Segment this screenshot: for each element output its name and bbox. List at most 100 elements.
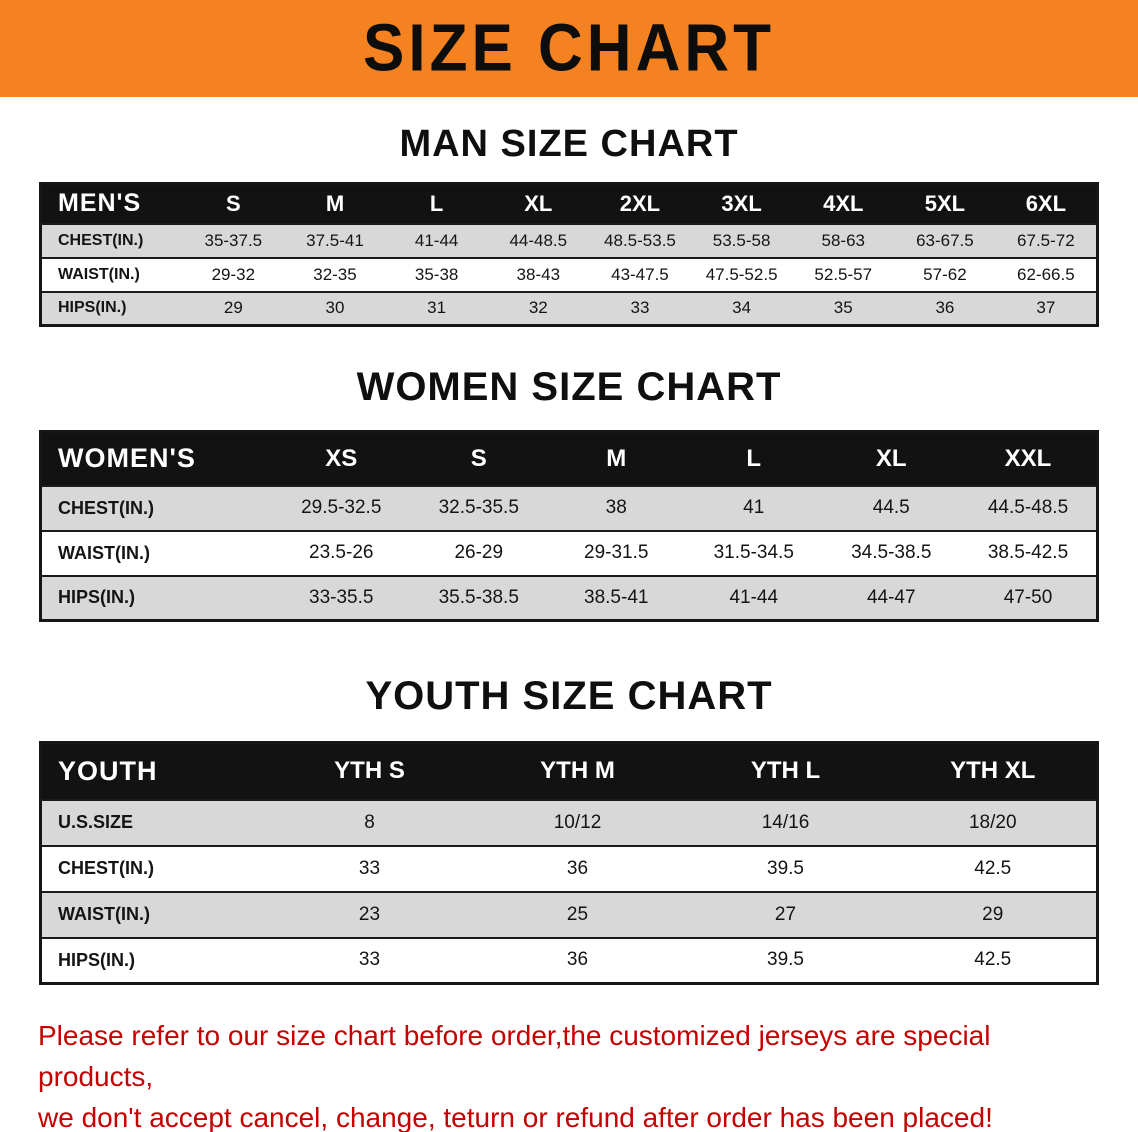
size-value-cell: 44.5-48.5 [987, 497, 1069, 518]
size-value-cell: 38.5-41 [584, 586, 649, 608]
table-row: HIPS(IN.) 29 30 31 32 33 34 35 36 37 [40, 291, 1098, 326]
table-header-row: YOUTH YTH S YTH M YTH L YTH XL [40, 742, 1098, 800]
size-column-header: L [685, 431, 823, 486]
youth-table-title-cell: YOUTH [40, 742, 266, 800]
banner: SIZE CHART [0, 0, 1138, 97]
size-column-header: 6XL [995, 183, 1098, 224]
row-label-cell: HIPS(IN.) [58, 949, 136, 970]
size-value-cell: 62-66.5 [1017, 264, 1075, 284]
men-table-head: MEN'S S M L XL 2XL 3XL 4XL 5XL 6XL [40, 183, 1098, 224]
size-value-cell: 58-63 [821, 230, 865, 250]
table-row: WAIST(IN.) 23.5-26 26-29 29-31.5 31.5-34.5 34… [40, 530, 1098, 576]
size-value-cell: 44-48.5 [509, 230, 568, 250]
size-value-cell: 35-37.5 [204, 230, 263, 250]
men-table-body: CHEST(IN.) 35-37.5 37.5-41 41-44 44-48.5 48.5… [40, 223, 1098, 326]
size-value-cell: 38 [605, 497, 627, 518]
size-value-cell: 36 [566, 857, 589, 879]
size-value-cell: 33 [358, 857, 381, 879]
size-value-cell: 32.5-35.5 [438, 497, 519, 518]
size-value-cell: 37 [1036, 298, 1056, 318]
row-label-cell: HIPS(IN.) [58, 587, 136, 608]
size-column-header: XS [272, 431, 410, 486]
women-table-head: WOMEN'S XS S M L XL XXL [40, 431, 1098, 486]
row-label-cell: CHEST(IN.) [58, 231, 144, 249]
table-row: CHEST(IN.) 29.5-32.5 32.5-35.5 38 41 44.5 44.5… [40, 485, 1098, 531]
size-value-cell: 31.5-34.5 [713, 542, 794, 563]
women-size-chart-section: WOMEN SIZE CHART WOMEN'S XS S M L XL XXL CHEST… [0, 365, 1138, 622]
page-title: SIZE CHART [363, 11, 775, 86]
women-size-table: WOMEN'S XS S M L XL XXL CHEST(IN.) 29.5-32.5 32.… [39, 430, 1099, 622]
size-value-cell: 37.5-41 [306, 230, 364, 250]
row-label-cell: HIPS(IN.) [58, 299, 127, 317]
size-value-cell: 33 [630, 298, 650, 318]
size-column-header: M [547, 431, 685, 486]
youth-size-chart-section: YOUTH SIZE CHART YOUTH YTH S YTH M YTH L YTH… [0, 674, 1138, 985]
size-value-cell: 33 [358, 949, 381, 971]
size-value-cell: 10/12 [553, 811, 602, 833]
row-label-cell: CHEST(IN.) [58, 858, 154, 878]
size-column-header: S [182, 183, 285, 224]
size-value-cell: 25 [566, 903, 589, 925]
footer-note: Please refer to our size chart before or… [0, 1015, 1138, 1132]
size-value-cell: 48.5-53.5 [604, 230, 676, 250]
size-value-cell: 29 [982, 903, 1004, 925]
men-size-table: MEN'S S M L XL 2XL 3XL 4XL 5XL 6XL CHEST(IN.) 35-3… [39, 182, 1099, 327]
size-value-cell: 44.5 [872, 497, 910, 518]
row-label-cell: WAIST(IN.) [58, 265, 140, 283]
size-value-cell: 52.5-57 [814, 264, 873, 284]
table-row: WAIST(IN.) 29-32 32-35 35-38 38-43 43-47.5 47.… [40, 257, 1098, 292]
size-column-header: 2XL [589, 183, 691, 224]
size-value-cell: 39.5 [767, 857, 804, 879]
table-row: HIPS(IN.) 33-35.5 35.5-38.5 38.5-41 41-44 44-… [40, 575, 1098, 621]
size-column-header: L [385, 183, 488, 224]
size-value-cell: 53.5-58 [712, 230, 771, 250]
youth-table-head: YOUTH YTH S YTH M YTH L YTH XL [40, 742, 1098, 800]
size-value-cell: 38.5-42.5 [987, 542, 1069, 563]
table-row: HIPS(IN.) 33 36 39.5 42.5 [40, 937, 1098, 984]
men-chart-heading: MAN SIZE CHART [399, 123, 739, 165]
size-value-cell: 27 [774, 903, 797, 925]
size-value-cell: 18/20 [968, 811, 1017, 833]
size-value-cell: 26-29 [454, 542, 504, 563]
size-column-header: YTH M [473, 742, 682, 800]
size-value-cell: 35 [833, 298, 853, 318]
women-table-body: CHEST(IN.) 29.5-32.5 32.5-35.5 38 41 44.5 44.5… [40, 485, 1098, 621]
footer-note-line2: we don't accept cancel, change, teturn o… [38, 1102, 993, 1132]
size-column-header: M [284, 183, 386, 224]
men-table-title-cell: MEN'S [40, 183, 183, 224]
size-value-cell: 8 [364, 811, 375, 833]
row-label-cell: CHEST(IN.) [58, 497, 154, 518]
size-value-cell: 23 [358, 903, 381, 925]
size-value-cell: 34 [732, 298, 752, 318]
youth-size-table: YOUTH YTH S YTH M YTH L YTH XL U.S.SIZE 8 10/1… [39, 741, 1099, 985]
size-value-cell: 35.5-38.5 [438, 586, 519, 608]
size-value-cell: 38-43 [516, 264, 561, 284]
size-value-cell: 36 [566, 949, 589, 971]
youth-chart-heading: YOUTH SIZE CHART [365, 674, 773, 718]
size-value-cell: 36 [935, 298, 955, 318]
size-value-cell: 41-44 [729, 586, 779, 608]
size-value-cell: 42.5 [974, 857, 1012, 879]
size-column-header: XL [822, 431, 960, 486]
size-column-header: 3XL [690, 183, 793, 224]
size-value-cell: 32 [528, 298, 548, 318]
table-header-row: MEN'S S M L XL 2XL 3XL 4XL 5XL 6XL [40, 183, 1098, 224]
size-value-cell: 47-50 [1003, 586, 1053, 608]
youth-table-body: U.S.SIZE 8 10/12 14/16 18/20 CHEST(IN.) 33 36 39… [40, 799, 1098, 984]
size-value-cell: 57-62 [923, 264, 967, 284]
row-label-cell: U.S.SIZE [58, 812, 134, 832]
size-value-cell: 29 [223, 298, 243, 318]
size-value-cell: 41-44 [414, 230, 459, 250]
size-value-cell: 30 [325, 298, 345, 318]
size-value-cell: 67.5-72 [1017, 230, 1075, 250]
size-column-header: S [410, 431, 548, 486]
size-column-header: XXL [960, 431, 1098, 486]
size-value-cell: 29.5-32.5 [301, 497, 382, 518]
size-value-cell: 43-47.5 [611, 264, 669, 284]
size-column-header: YTH XL [889, 742, 1098, 800]
size-value-cell: 29-31.5 [584, 542, 649, 563]
men-size-chart-section: MAN SIZE CHART MEN'S S M L XL 2XL 3XL 4XL 5XL 6XL… [0, 123, 1138, 327]
women-table-title-cell: WOMEN'S [40, 431, 273, 486]
row-label-cell: WAIST(IN.) [58, 542, 150, 563]
